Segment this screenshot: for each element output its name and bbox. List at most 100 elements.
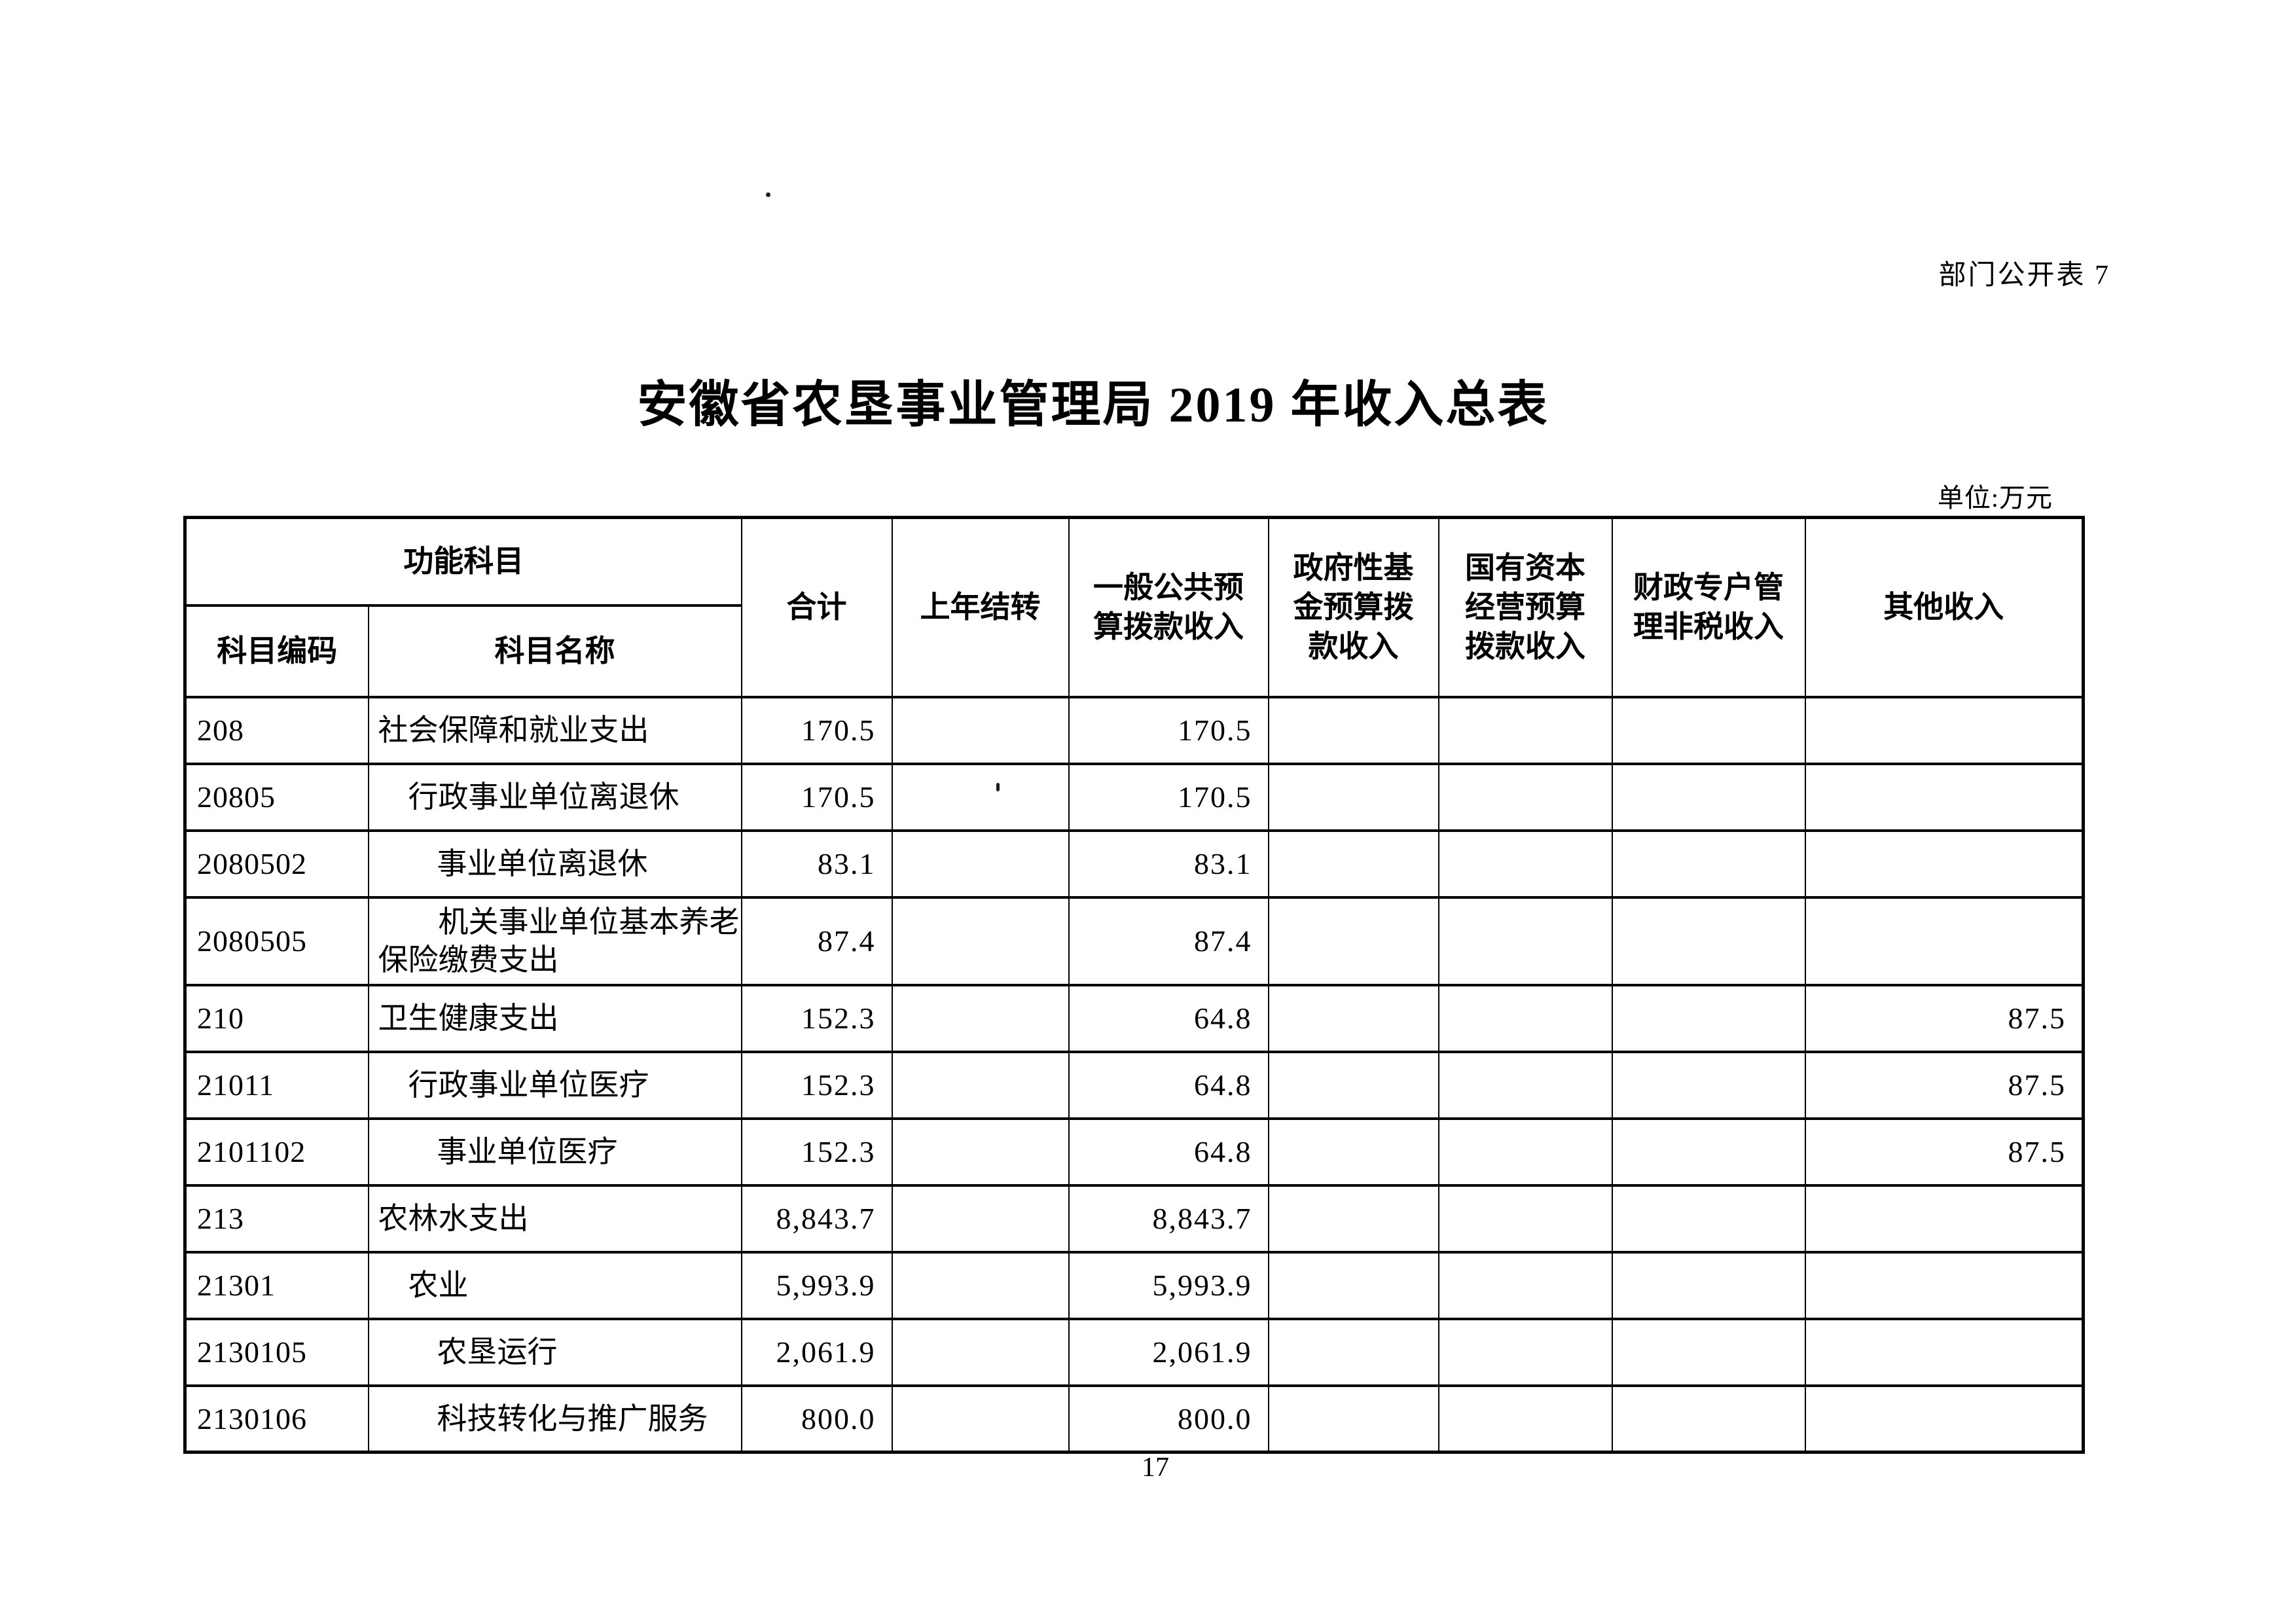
carryover-cell bbox=[891, 1250, 1070, 1320]
other-income-cell bbox=[1804, 695, 2084, 765]
gov-fund-budget-cell bbox=[1267, 1117, 1439, 1187]
subject-code-cell: 2130105 bbox=[184, 1317, 369, 1387]
unit-note: 单位:万元 bbox=[1937, 483, 2053, 513]
subject-name-cell: 机关事业单位基本养老保险缴费支出 bbox=[367, 895, 742, 986]
total-cell: 152.3 bbox=[740, 983, 893, 1053]
table-row: 21011 行政事业单位医疗 152.3 64.8 87.5 bbox=[184, 1050, 2084, 1120]
state-capital-budget-cell bbox=[1437, 1384, 1613, 1454]
fiscal-account-cell bbox=[1611, 762, 1806, 832]
total-cell: 800.0 bbox=[740, 1384, 893, 1454]
fiscal-account-cell bbox=[1611, 1250, 1806, 1320]
gov-fund-budget-cell bbox=[1267, 1250, 1439, 1320]
subject-code-cell: 210 bbox=[184, 983, 369, 1053]
fiscal-account-cell bbox=[1611, 695, 1806, 765]
carryover-cell bbox=[891, 1317, 1070, 1387]
general-public-budget-cell: 8,843.7 bbox=[1068, 1183, 1269, 1254]
table-row: 20805 行政事业单位离退休 170.5 170.5 bbox=[184, 762, 2084, 832]
gov-fund-budget-cell bbox=[1267, 762, 1439, 832]
subject-name-cell: 科技转化与推广服务 bbox=[367, 1384, 742, 1454]
table-row: 208 社会保障和就业支出 170.5 170.5 bbox=[184, 695, 2084, 765]
gov-fund-budget-cell bbox=[1267, 895, 1439, 986]
other-income-cell: 87.5 bbox=[1804, 983, 2084, 1053]
header-subject-code: 科目编码 bbox=[184, 604, 369, 698]
table-row: 210 卫生健康支出 152.3 64.8 87.5 bbox=[184, 983, 2084, 1053]
state-capital-budget-cell bbox=[1437, 1117, 1613, 1187]
general-public-budget-cell: 64.8 bbox=[1068, 1050, 1269, 1120]
total-cell: 2,061.9 bbox=[740, 1317, 893, 1387]
total-cell: 87.4 bbox=[740, 895, 893, 986]
subject-name-cell: 事业单位医疗 bbox=[367, 1117, 742, 1187]
general-public-budget-cell: 83.1 bbox=[1068, 829, 1269, 899]
carryover-cell bbox=[891, 762, 1070, 832]
other-income-cell bbox=[1804, 762, 2084, 832]
other-income-cell bbox=[1804, 829, 2084, 899]
subject-code-cell: 21011 bbox=[184, 1050, 369, 1120]
subject-code-cell: 208 bbox=[184, 695, 369, 765]
general-public-budget-cell: 170.5 bbox=[1068, 695, 1269, 765]
scan-artifact-dot bbox=[996, 783, 1000, 791]
state-capital-budget-cell bbox=[1437, 895, 1613, 986]
subject-name-cell: 行政事业单位离退休 bbox=[367, 762, 742, 832]
other-income-cell bbox=[1804, 1183, 2084, 1254]
general-public-budget-cell: 64.8 bbox=[1068, 983, 1269, 1053]
table-row: 2101102 事业单位医疗 152.3 64.8 87.5 bbox=[184, 1117, 2084, 1187]
subject-code-cell: 2101102 bbox=[184, 1117, 369, 1187]
state-capital-budget-cell bbox=[1437, 762, 1613, 832]
fiscal-account-cell bbox=[1611, 895, 1806, 986]
header-other-income: 其他收入 bbox=[1804, 516, 2084, 698]
subject-name-cell: 社会保障和就业支出 bbox=[367, 695, 742, 765]
fiscal-account-cell bbox=[1611, 1117, 1806, 1187]
general-public-budget-cell: 5,993.9 bbox=[1068, 1250, 1269, 1320]
state-capital-budget-cell bbox=[1437, 695, 1613, 765]
total-cell: 170.5 bbox=[740, 695, 893, 765]
header-function-subject: 功能科目 bbox=[184, 516, 742, 607]
total-cell: 170.5 bbox=[740, 762, 893, 832]
subject-code-cell: 213 bbox=[184, 1183, 369, 1254]
total-cell: 152.3 bbox=[740, 1117, 893, 1187]
header-general-public-budget: 一般公共预算拨款收入 bbox=[1068, 516, 1269, 698]
other-income-cell: 87.5 bbox=[1804, 1117, 2084, 1187]
fiscal-account-cell bbox=[1611, 829, 1806, 899]
subject-name-cell: 事业单位离退休 bbox=[367, 829, 742, 899]
table-row: 2080502 事业单位离退休 83.1 83.1 bbox=[184, 829, 2084, 899]
carryover-cell bbox=[891, 895, 1070, 986]
state-capital-budget-cell bbox=[1437, 983, 1613, 1053]
scan-artifact-dot bbox=[766, 192, 770, 197]
table-row: 2080505 机关事业单位基本养老保险缴费支出 87.4 87.4 bbox=[184, 895, 2084, 986]
gov-fund-budget-cell bbox=[1267, 983, 1439, 1053]
subject-name-cell: 卫生健康支出 bbox=[367, 983, 742, 1053]
page-number: 17 bbox=[1142, 1453, 1169, 1483]
fiscal-account-cell bbox=[1611, 983, 1806, 1053]
gov-fund-budget-cell bbox=[1267, 1384, 1439, 1454]
subject-name-cell: 行政事业单位医疗 bbox=[367, 1050, 742, 1120]
carryover-cell bbox=[891, 695, 1070, 765]
doc-label: 部门公开表 7 bbox=[1938, 261, 2110, 291]
subject-name-cell: 农林水支出 bbox=[367, 1183, 742, 1254]
gov-fund-budget-cell bbox=[1267, 695, 1439, 765]
carryover-cell bbox=[891, 1183, 1070, 1254]
header-gov-fund-budget: 政府性基金预算拨款收入 bbox=[1267, 516, 1439, 698]
header-subject-name: 科目名称 bbox=[367, 604, 742, 698]
carryover-cell bbox=[891, 1050, 1070, 1120]
other-income-cell bbox=[1804, 1317, 2084, 1387]
subject-name-cell: 农业 bbox=[367, 1250, 742, 1320]
fiscal-account-cell bbox=[1611, 1050, 1806, 1120]
general-public-budget-cell: 170.5 bbox=[1068, 762, 1269, 832]
fiscal-account-cell bbox=[1611, 1317, 1806, 1387]
subject-code-cell: 2130106 bbox=[184, 1384, 369, 1454]
total-cell: 83.1 bbox=[740, 829, 893, 899]
header-total: 合计 bbox=[740, 516, 893, 698]
subject-code-cell: 20805 bbox=[184, 762, 369, 832]
gov-fund-budget-cell bbox=[1267, 1050, 1439, 1120]
general-public-budget-cell: 87.4 bbox=[1068, 895, 1269, 986]
total-cell: 5,993.9 bbox=[740, 1250, 893, 1320]
header-carryover: 上年结转 bbox=[891, 516, 1070, 698]
state-capital-budget-cell bbox=[1437, 1317, 1613, 1387]
carryover-cell bbox=[891, 1117, 1070, 1187]
table-row: 2130106 科技转化与推广服务 800.0 800.0 bbox=[184, 1384, 2084, 1454]
total-cell: 152.3 bbox=[740, 1050, 893, 1120]
header-fiscal-account: 财政专户管理非税收入 bbox=[1611, 516, 1806, 698]
carryover-cell bbox=[891, 1384, 1070, 1454]
general-public-budget-cell: 64.8 bbox=[1068, 1117, 1269, 1187]
table-row: 2130105 农垦运行 2,061.9 2,061.9 bbox=[184, 1317, 2084, 1387]
